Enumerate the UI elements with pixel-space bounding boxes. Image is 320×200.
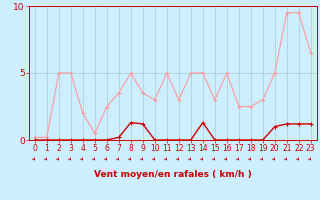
X-axis label: Vent moyen/en rafales ( km/h ): Vent moyen/en rafales ( km/h ) bbox=[94, 170, 252, 179]
